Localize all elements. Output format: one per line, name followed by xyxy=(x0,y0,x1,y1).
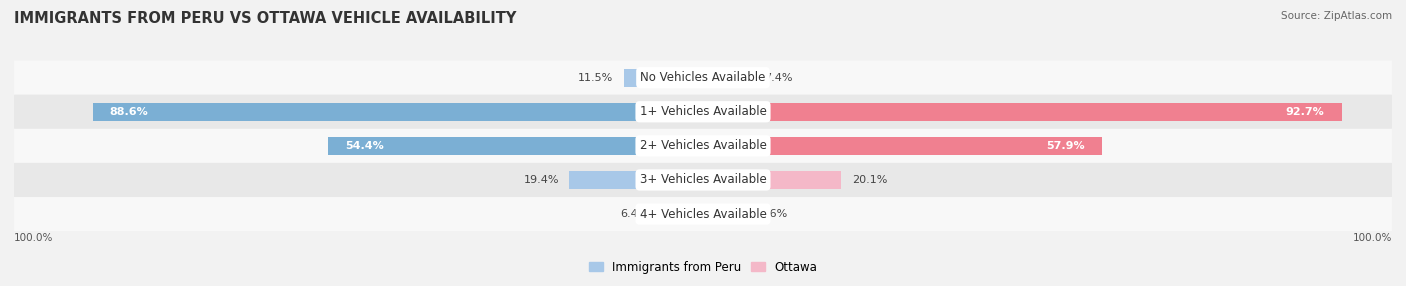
Text: No Vehicles Available: No Vehicles Available xyxy=(640,71,766,84)
Bar xyxy=(703,69,754,87)
Text: IMMIGRANTS FROM PERU VS OTTAWA VEHICLE AVAILABILITY: IMMIGRANTS FROM PERU VS OTTAWA VEHICLE A… xyxy=(14,11,516,26)
Text: 6.6%: 6.6% xyxy=(759,209,787,219)
Bar xyxy=(624,69,703,87)
Bar xyxy=(659,205,703,223)
FancyBboxPatch shape xyxy=(14,61,1392,95)
Text: 19.4%: 19.4% xyxy=(523,175,560,185)
FancyBboxPatch shape xyxy=(14,129,1392,163)
Text: 1+ Vehicles Available: 1+ Vehicles Available xyxy=(640,105,766,118)
Bar xyxy=(703,171,841,189)
Text: 100.0%: 100.0% xyxy=(14,233,53,243)
FancyBboxPatch shape xyxy=(14,197,1392,231)
Text: 100.0%: 100.0% xyxy=(1353,233,1392,243)
Text: 88.6%: 88.6% xyxy=(110,107,149,117)
Bar xyxy=(328,137,703,155)
Bar xyxy=(703,205,748,223)
Text: 57.9%: 57.9% xyxy=(1046,141,1084,151)
Bar xyxy=(703,103,1341,121)
Text: 92.7%: 92.7% xyxy=(1285,107,1324,117)
Text: Source: ZipAtlas.com: Source: ZipAtlas.com xyxy=(1281,11,1392,21)
Bar xyxy=(569,171,703,189)
FancyBboxPatch shape xyxy=(14,163,1392,197)
Text: 2+ Vehicles Available: 2+ Vehicles Available xyxy=(640,139,766,152)
Bar xyxy=(93,103,703,121)
Text: 3+ Vehicles Available: 3+ Vehicles Available xyxy=(640,174,766,186)
Text: 7.4%: 7.4% xyxy=(765,73,793,83)
Legend: Immigrants from Peru, Ottawa: Immigrants from Peru, Ottawa xyxy=(583,256,823,278)
Text: 11.5%: 11.5% xyxy=(578,73,613,83)
Text: 6.4%: 6.4% xyxy=(620,209,648,219)
Text: 4+ Vehicles Available: 4+ Vehicles Available xyxy=(640,208,766,221)
Bar xyxy=(703,137,1102,155)
FancyBboxPatch shape xyxy=(14,95,1392,129)
Text: 54.4%: 54.4% xyxy=(346,141,384,151)
Text: 20.1%: 20.1% xyxy=(852,175,887,185)
